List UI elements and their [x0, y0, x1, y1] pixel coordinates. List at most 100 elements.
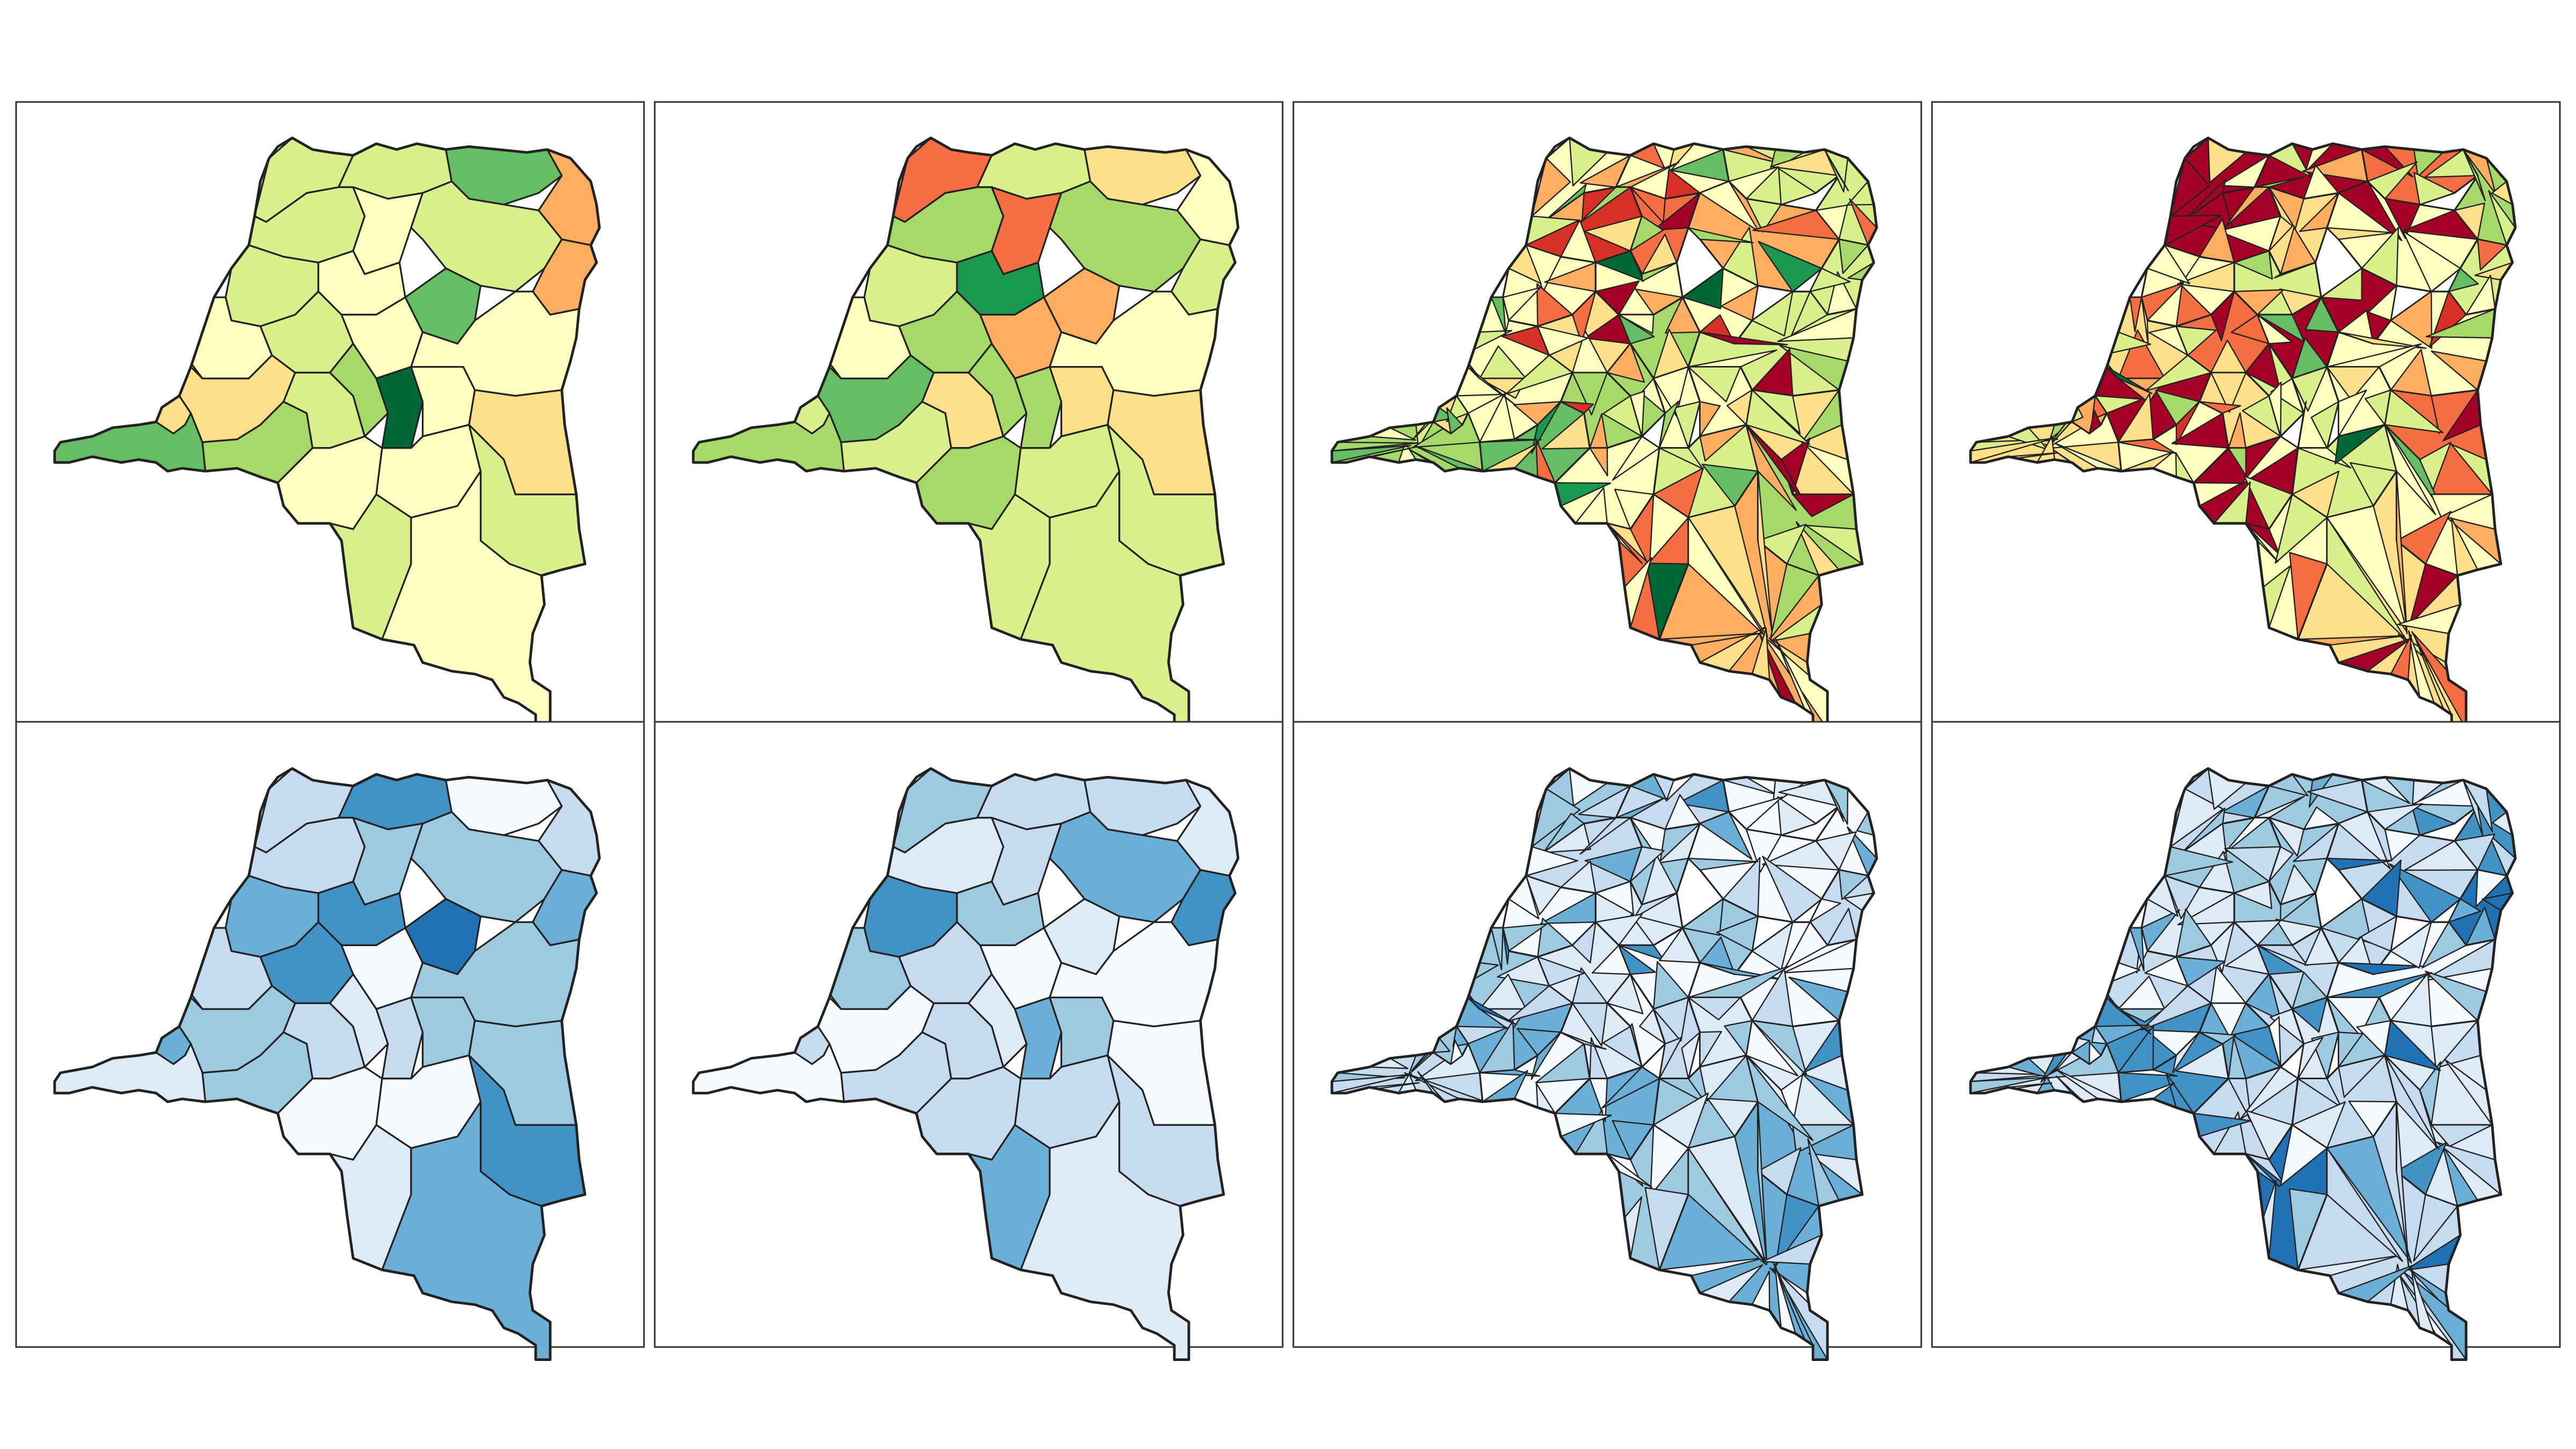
district [2118, 1008, 2165, 1023]
district [2257, 314, 2293, 345]
district [1629, 215, 1664, 252]
district [2326, 997, 2380, 1037]
district [1792, 494, 1854, 517]
country-map [1332, 769, 1877, 1360]
district [1629, 186, 1666, 224]
district [2089, 1041, 2102, 1065]
district [2384, 424, 2436, 515]
country-map [1332, 138, 1877, 729]
district [1838, 869, 1869, 901]
district [2176, 956, 2226, 987]
district [1560, 401, 1594, 414]
region-layer [55, 138, 599, 729]
district [1699, 1055, 1747, 1102]
map-panel-r2c4 [1931, 721, 2561, 1360]
district [1838, 238, 1869, 274]
district [2257, 945, 2308, 967]
district [2297, 400, 2307, 449]
district [1589, 447, 1608, 477]
district [1699, 424, 1747, 462]
district [1618, 945, 1656, 975]
district [2367, 285, 2397, 321]
district [2245, 974, 2282, 1021]
district [1809, 898, 1841, 923]
map-panel-r2c1 [15, 721, 645, 1360]
district [1699, 331, 1788, 346]
district [2292, 366, 2328, 412]
district [1467, 997, 1517, 1026]
district [1653, 997, 1689, 1042]
district [1762, 840, 1840, 871]
district [1791, 291, 1828, 336]
district [2390, 921, 2432, 969]
district [1752, 209, 1840, 240]
district [2338, 962, 2423, 975]
district [2338, 811, 2391, 869]
district [2326, 366, 2380, 401]
district [1699, 811, 1753, 860]
district [2448, 267, 2479, 292]
district [1687, 1147, 1767, 1265]
district [1502, 927, 1510, 965]
district [2170, 157, 2211, 217]
district [2396, 1101, 2410, 1269]
district [2326, 227, 2395, 240]
district [1751, 291, 1794, 336]
district [1649, 494, 1689, 563]
district [2384, 1055, 2440, 1150]
district [2462, 149, 2486, 202]
district [2475, 869, 2507, 908]
district [1716, 916, 1759, 952]
district [1579, 817, 1631, 855]
district [1505, 354, 1574, 395]
district [1479, 438, 1542, 443]
district [2257, 314, 2306, 343]
district [1589, 1078, 1608, 1122]
district [2421, 921, 2467, 969]
panel-row-1 [15, 101, 2561, 729]
map-panel-r1c3 [1292, 101, 1922, 729]
region-layer [1971, 138, 2515, 729]
district [2297, 1078, 2342, 1108]
district [1542, 823, 1591, 853]
district [2396, 470, 2408, 634]
district [1641, 262, 1678, 282]
district [2326, 505, 2408, 633]
district [1784, 921, 1828, 970]
region-layer [1971, 769, 2515, 1360]
district [2129, 927, 2145, 971]
district [2403, 209, 2478, 240]
district [1571, 1002, 1608, 1046]
district [1595, 881, 1634, 915]
district [2268, 846, 2294, 882]
district [2389, 863, 2461, 923]
region-layer [1332, 138, 1877, 729]
map-panel-r2c3 [1292, 721, 1922, 1360]
district [2402, 230, 2461, 292]
district [1682, 898, 1724, 936]
district [1758, 240, 1823, 292]
district [2448, 898, 2482, 923]
district [1507, 985, 1574, 1022]
country-map [1971, 138, 2515, 729]
district [1531, 788, 1581, 847]
district [2384, 829, 2420, 861]
district [2234, 250, 2273, 280]
district [2268, 817, 2304, 857]
district [1824, 779, 1845, 822]
district [1757, 470, 1773, 635]
district [2292, 997, 2328, 1033]
district [1629, 846, 1665, 882]
district [2199, 401, 2242, 414]
district [1650, 1124, 1689, 1196]
district [2089, 410, 2102, 434]
map-panel-r1c2 [654, 101, 1284, 729]
district [2404, 840, 2478, 871]
district [1658, 447, 1704, 470]
district [2141, 296, 2149, 345]
district [2390, 291, 2433, 349]
district [2384, 389, 2444, 434]
district [2170, 788, 2224, 847]
district [2462, 779, 2484, 837]
